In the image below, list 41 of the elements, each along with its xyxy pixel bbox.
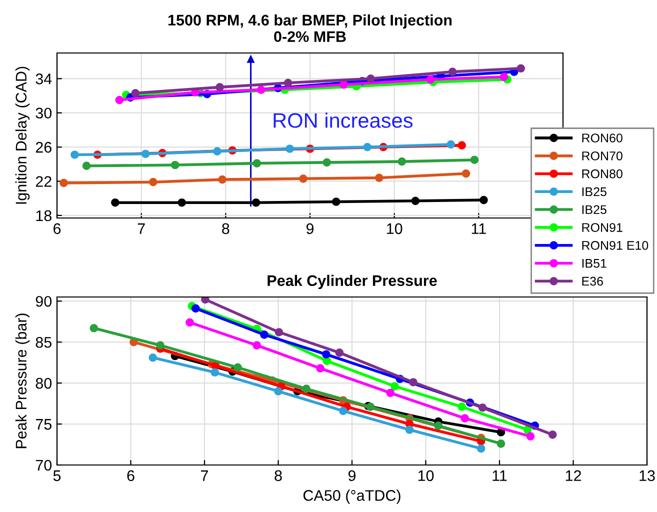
x-tick-label: 11 [472,223,486,234]
y-tick-label: 26 [36,142,52,153]
x-tick-label: 8 [274,470,282,482]
legend-label: RON91 E10 [582,240,648,250]
x-tick-label: 9 [306,223,314,234]
x-tick-label: 7 [201,470,208,481]
y-axis-title: Peak Pressure (bar) [15,314,30,448]
y-tick-label: 18 [36,210,52,222]
chart-title: Peak Cylinder Pressure [268,274,437,290]
legend-label: RON70 [582,151,622,160]
y-tick-label: 80 [36,378,52,389]
x-tick-label: 11 [492,470,507,481]
y-tick-label: 30 [36,108,52,119]
legend-label: IB51 [582,259,606,268]
legend-label: E36 [582,276,603,286]
x-tick-label: 9 [348,470,356,482]
x-tick-label: 7 [138,223,145,234]
x-tick-label: 8 [222,223,230,234]
x-tick-label: 13 [640,470,655,482]
x-tick-label: 10 [418,470,434,482]
x-tick-label: 6 [127,470,134,482]
y-tick-label: 70 [36,460,52,471]
y-tick-label: 22 [36,176,52,187]
annotation: RON increases [274,112,413,128]
x-tick-label: 10 [387,223,402,234]
legend-label: IB25 [582,187,606,196]
legend-label: RON80 [582,169,622,178]
legend-label: RON91 [582,223,622,232]
legend-label: IB25 [582,205,606,214]
x-axis-title: CA50 (°aTDC) [303,490,400,504]
chart-subtitle: 0-2% MFB [274,31,346,42]
y-tick-label: 34 [36,74,52,84]
x-tick-label: 6 [54,223,61,234]
x-tick-label: 12 [566,470,581,481]
y-axis-title: Ignition Delay (CAD) [15,66,30,204]
legend-label: RON60 [582,134,622,142]
x-tick-label: 5 [53,470,61,482]
y-tick-label: 85 [36,336,52,348]
y-tick-label: 90 [36,296,52,307]
chart-title: 1500 RPM, 4.6 bar BMEP, Pilot Injection [168,14,452,29]
y-tick-label: 75 [36,419,52,430]
